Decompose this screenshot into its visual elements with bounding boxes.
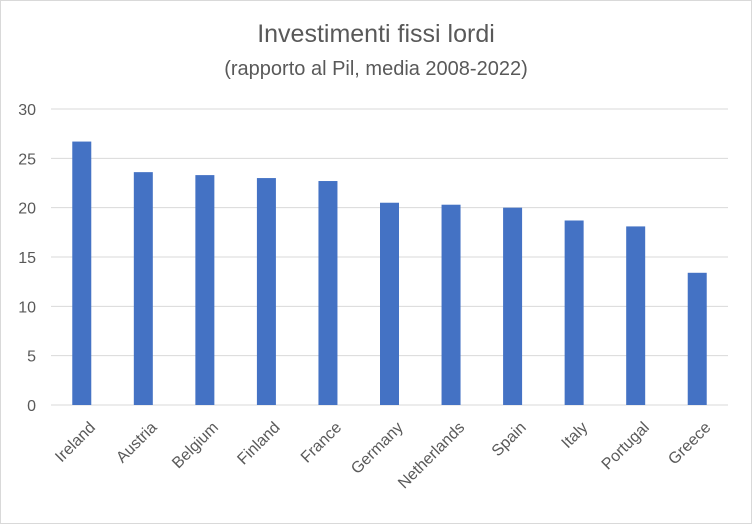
- x-tick-label-italy: Italy: [559, 419, 592, 452]
- bar-portugal[interactable]: [626, 226, 646, 405]
- y-tick-label: 5: [27, 349, 36, 366]
- x-tick-label-germany: Germany: [348, 419, 407, 478]
- x-tick-label-spain: Spain: [489, 419, 530, 460]
- bar-france[interactable]: [318, 181, 338, 405]
- bar-finland[interactable]: [256, 178, 276, 405]
- y-tick-label: 25: [18, 151, 36, 168]
- y-tick-label: 10: [18, 299, 36, 316]
- bar-italy[interactable]: [564, 220, 584, 405]
- x-tick-label-portugal: Portugal: [599, 419, 653, 473]
- x-axis-tick-labels: Ireland Austria Belgium Finland France German…: [52, 419, 714, 492]
- x-tick-label-greece: Greece: [665, 419, 714, 468]
- chart-subtitle: (rapporto al Pil, media 2008-2022): [224, 58, 528, 80]
- bar-belgium[interactable]: [195, 175, 215, 405]
- y-tick-label: 30: [18, 102, 36, 119]
- bar-greece[interactable]: [687, 272, 707, 405]
- x-tick-label-belgium: Belgium: [169, 419, 222, 472]
- chart-title: Investimenti fissi lordi: [257, 20, 495, 48]
- y-tick-label: 15: [18, 250, 36, 267]
- bar-germany[interactable]: [380, 202, 399, 405]
- x-tick-label-finland: Finland: [234, 419, 283, 468]
- bar-spain[interactable]: [503, 207, 523, 405]
- bar-netherlands[interactable]: [441, 204, 461, 405]
- bar-ireland[interactable]: [72, 141, 92, 405]
- y-tick-label: 0: [27, 398, 36, 415]
- bars: [72, 141, 707, 405]
- y-axis-tick-labels: 0 5 10 15 20 25 30: [18, 102, 36, 415]
- bar-austria[interactable]: [133, 172, 153, 405]
- x-tick-label-austria: Austria: [113, 419, 160, 466]
- x-tick-label-ireland: Ireland: [52, 419, 99, 466]
- x-tick-label-france: France: [298, 419, 345, 466]
- x-tick-label-netherlands: Netherlands: [395, 419, 468, 492]
- y-tick-label: 20: [18, 201, 36, 218]
